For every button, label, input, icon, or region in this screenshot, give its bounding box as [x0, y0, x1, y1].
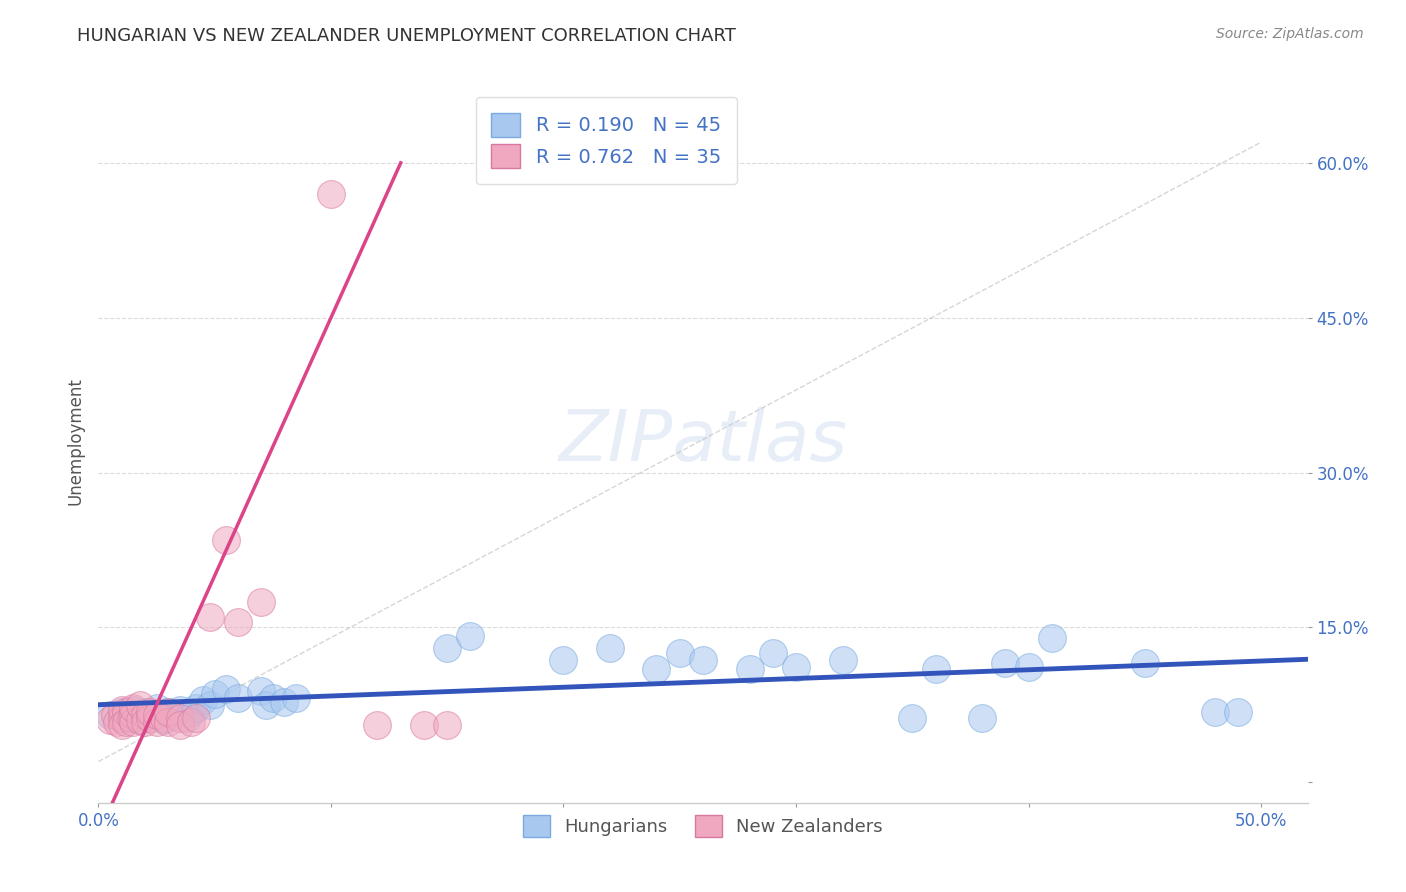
Point [129, 713, 152, 727]
Point [204, 687, 226, 701]
Point [831, 653, 853, 667]
Point [138, 711, 160, 725]
Point [994, 657, 1017, 671]
Point [111, 705, 134, 719]
Point [122, 708, 145, 723]
Point [145, 701, 167, 715]
Point [138, 705, 160, 719]
Point [191, 692, 214, 706]
Point [198, 698, 221, 712]
Point [169, 718, 191, 732]
Point [273, 695, 295, 709]
Point [738, 662, 761, 676]
Point [250, 594, 273, 608]
Point [319, 186, 342, 201]
Point [120, 711, 142, 725]
Point [1133, 657, 1156, 671]
Point [111, 718, 134, 732]
Point [413, 718, 436, 732]
Point [111, 703, 134, 717]
Point [226, 615, 249, 630]
Point [134, 715, 156, 730]
Point [901, 711, 924, 725]
Point [1040, 631, 1063, 645]
Point [180, 705, 202, 719]
Point [129, 698, 152, 712]
Point [226, 690, 249, 705]
Point [692, 653, 714, 667]
Point [111, 711, 134, 725]
Point [134, 708, 156, 723]
Point [105, 715, 128, 730]
Point [215, 533, 238, 547]
Point [1018, 659, 1040, 673]
Point [366, 718, 388, 732]
Point [157, 705, 180, 719]
Point [198, 610, 221, 624]
Point [129, 713, 152, 727]
Point [1204, 705, 1226, 719]
Point [122, 701, 145, 715]
Point [285, 690, 308, 705]
Point [553, 653, 575, 667]
Point [184, 701, 207, 715]
Point [145, 715, 167, 730]
Point [157, 715, 180, 730]
Text: Source: ZipAtlas.com: Source: ZipAtlas.com [1216, 27, 1364, 41]
Point [169, 703, 191, 717]
Point [152, 711, 174, 725]
Y-axis label: Unemployment: Unemployment [66, 377, 84, 506]
Point [215, 682, 238, 697]
Point [668, 646, 690, 660]
Point [152, 713, 174, 727]
Point [169, 711, 191, 725]
Text: HUNGARIAN VS NEW ZEALANDER UNEMPLOYMENT CORRELATION CHART: HUNGARIAN VS NEW ZEALANDER UNEMPLOYMENT … [77, 27, 737, 45]
Point [98, 708, 121, 723]
Point [122, 715, 145, 730]
Point [145, 708, 167, 723]
Point [436, 718, 458, 732]
Point [762, 646, 785, 660]
Point [250, 684, 273, 698]
Point [115, 705, 138, 719]
Point [262, 690, 284, 705]
Point [180, 715, 202, 730]
Point [924, 662, 946, 676]
Point [970, 711, 993, 725]
Point [599, 640, 621, 655]
Point [645, 662, 668, 676]
Point [1226, 705, 1249, 719]
Point [104, 708, 127, 723]
Point [162, 708, 184, 723]
Point [138, 708, 160, 723]
Point [98, 713, 121, 727]
Point [176, 711, 198, 725]
Point [122, 703, 145, 717]
Point [254, 698, 277, 712]
Point [460, 629, 482, 643]
Point [785, 659, 807, 673]
Text: ZIPatlas: ZIPatlas [558, 407, 848, 476]
Point [436, 640, 458, 655]
Point [134, 705, 156, 719]
Point [115, 715, 138, 730]
Point [115, 711, 138, 725]
Point [157, 705, 180, 719]
Legend: Hungarians, New Zealanders: Hungarians, New Zealanders [516, 808, 890, 845]
Point [184, 711, 207, 725]
